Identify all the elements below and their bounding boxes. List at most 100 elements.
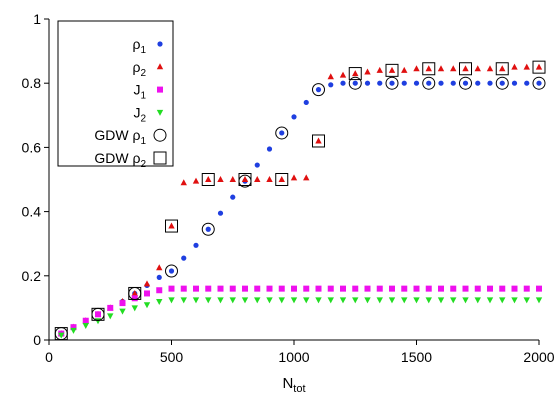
- legend-label: ρ2: [132, 59, 146, 79]
- legend-label: J1: [133, 82, 146, 102]
- data-point: [290, 297, 298, 304]
- legend-label: J2: [133, 104, 146, 124]
- data-point: [144, 290, 150, 297]
- data-point: [413, 297, 420, 304]
- data-point: [511, 80, 518, 86]
- data-marks: [54, 60, 546, 341]
- series-4: [58, 297, 543, 339]
- data-point: [205, 285, 212, 292]
- legend-label-sub: 1: [140, 136, 146, 147]
- y-tick-label: 0.8: [22, 75, 42, 91]
- data-point: [165, 264, 178, 278]
- data-point: [192, 177, 200, 184]
- data-point: [385, 63, 399, 77]
- data-point: [389, 80, 395, 86]
- data-point: [364, 285, 371, 292]
- data-point: [450, 65, 457, 72]
- data-point: [495, 76, 509, 90]
- legend-label-sub: 2: [140, 159, 146, 170]
- data-point: [401, 285, 408, 292]
- data-point: [54, 327, 68, 341]
- legend-label-base: J: [133, 82, 140, 98]
- series-6: [54, 60, 546, 341]
- data-point: [340, 285, 346, 292]
- data-point: [168, 268, 175, 274]
- data-point: [131, 305, 138, 312]
- data-point: [181, 255, 187, 261]
- data-point: [327, 297, 334, 304]
- data-point: [523, 63, 530, 70]
- data-point: [422, 62, 436, 76]
- data-point: [523, 297, 530, 304]
- data-point: [128, 286, 142, 300]
- axes: 0 0.2 0.4 0.6 0.8 1 0 500 1000 1500 2000: [22, 11, 555, 365]
- data-point: [291, 285, 297, 292]
- data-point: [180, 285, 187, 292]
- data-point: [205, 297, 212, 304]
- data-point: [328, 82, 334, 88]
- data-point: [348, 76, 362, 90]
- data-point: [241, 297, 249, 304]
- data-point: [82, 323, 89, 330]
- data-point: [511, 285, 518, 292]
- data-point: [278, 297, 285, 304]
- data-point: [364, 80, 371, 86]
- data-point: [275, 173, 289, 186]
- data-point: [70, 327, 77, 334]
- data-point: [401, 66, 408, 73]
- data-point: [254, 285, 261, 292]
- data-point: [290, 174, 298, 181]
- data-point: [201, 173, 215, 186]
- data-point: [58, 332, 65, 339]
- data-point: [364, 297, 371, 304]
- legend-marker: [153, 151, 167, 165]
- data-point: [425, 65, 432, 72]
- data-point: [266, 297, 273, 304]
- data-point: [511, 297, 518, 304]
- data-point: [242, 285, 248, 292]
- data-point: [266, 285, 273, 292]
- data-point: [95, 311, 101, 318]
- data-point: [523, 285, 530, 292]
- legend-marker: [156, 63, 164, 70]
- data-point: [303, 174, 310, 181]
- data-point: [312, 134, 325, 148]
- data-point: [70, 324, 77, 331]
- data-point: [193, 242, 199, 248]
- data-point: [413, 285, 420, 292]
- data-point: [279, 130, 285, 136]
- data-point: [535, 63, 543, 70]
- data-point: [339, 297, 347, 304]
- data-point: [229, 285, 236, 292]
- legend-label-base: J: [133, 104, 140, 120]
- data-point: [422, 76, 436, 90]
- x-axis-label-sub: tot: [293, 383, 305, 394]
- series-3: [58, 285, 542, 337]
- data-point: [217, 210, 224, 216]
- data-point: [107, 304, 114, 311]
- data-point: [168, 222, 175, 229]
- data-point: [340, 80, 346, 86]
- data-point: [278, 285, 285, 292]
- data-point: [487, 285, 493, 292]
- data-point: [205, 176, 212, 182]
- data-point: [536, 80, 542, 86]
- data-point: [303, 297, 310, 304]
- legend-marker: [153, 128, 167, 142]
- data-point: [462, 80, 469, 86]
- legend-box: [57, 20, 174, 167]
- data-point: [217, 176, 224, 182]
- data-point: [474, 285, 481, 292]
- data-point: [376, 66, 383, 73]
- data-point: [315, 297, 322, 304]
- data-point: [388, 66, 396, 73]
- data-point: [388, 297, 396, 304]
- data-point: [413, 65, 420, 72]
- legend-marker: [157, 41, 163, 47]
- data-point: [462, 285, 469, 292]
- data-point: [459, 76, 472, 90]
- data-point: [474, 297, 481, 304]
- data-point: [229, 297, 236, 304]
- data-point: [94, 318, 102, 325]
